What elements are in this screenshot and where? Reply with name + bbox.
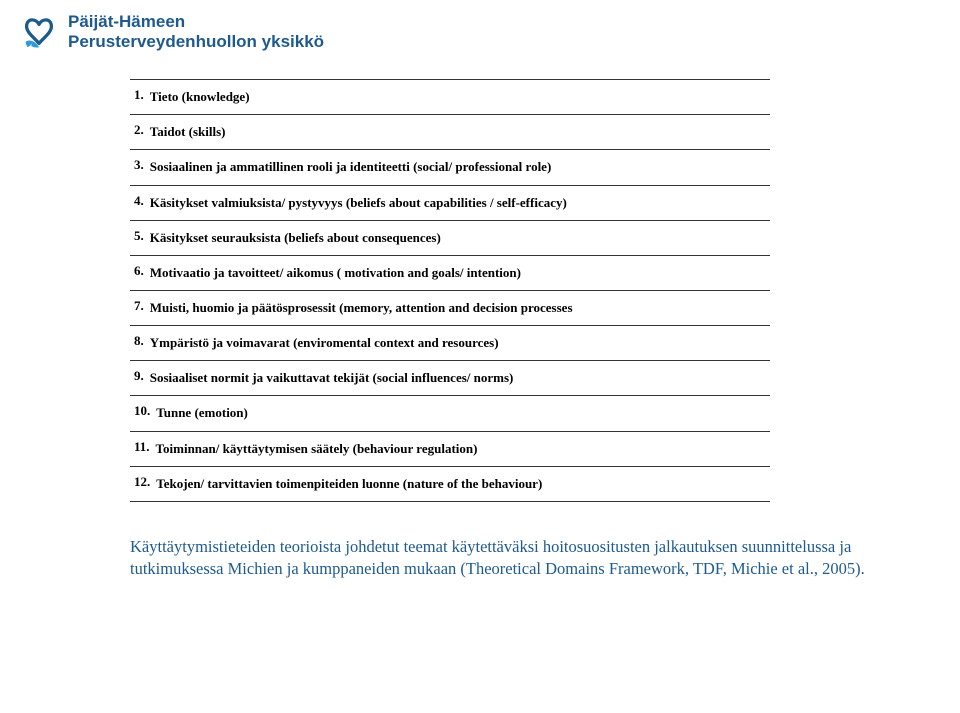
list-item-text: Motivaatio ja tavoitteet/ aikomus ( moti… — [150, 263, 561, 283]
list-item-number: 9. — [134, 368, 150, 384]
list-item-number: 10. — [134, 403, 156, 419]
list-item-number: 3. — [134, 157, 150, 173]
domains-list: 1.Tieto (knowledge)2.Taidot (skills)3.So… — [130, 79, 770, 502]
list-item: 8.Ympäristö ja voimavarat (enviromental … — [130, 326, 770, 361]
list-item: 5.Käsitykset seurauksista (beliefs about… — [130, 221, 770, 256]
footer-paragraph: Käyttäytymistieteiden teorioista johdetu… — [130, 536, 890, 581]
list-item: 9.Sosiaaliset normit ja vaikuttavat teki… — [130, 361, 770, 396]
page-header: Päijät-Hämeen Perusterveydenhuollon yksi… — [0, 0, 960, 59]
list-item-number: 6. — [134, 263, 150, 279]
list-item: 11.Toiminnan/ käyttäytymisen säätely (be… — [130, 432, 770, 467]
list-item-text: Sosiaaliset normit ja vaikuttavat tekijä… — [150, 368, 554, 388]
list-item-number: 7. — [134, 298, 150, 314]
header-title-line2: Perusterveydenhuollon yksikkö — [68, 32, 324, 52]
list-item-text: Ympäristö ja voimavarat (enviromental co… — [150, 333, 539, 353]
list-item-text: Taidot (skills) — [150, 122, 266, 142]
list-item: 7.Muisti, huomio ja päätösprosessit (mem… — [130, 291, 770, 326]
list-item: 10.Tunne (emotion) — [130, 396, 770, 431]
list-item-text: Käsitykset valmiuksista/ pystyvyys (beli… — [150, 193, 607, 213]
list-item: 12.Tekojen/ tarvittavien toimenpiteiden … — [130, 467, 770, 502]
list-item-text: Muisti, huomio ja päätösprosessit (memor… — [150, 298, 613, 318]
list-item: 3.Sosiaalinen ja ammatillinen rooli ja i… — [130, 150, 770, 185]
list-item-number: 2. — [134, 122, 150, 138]
list-item-number: 12. — [134, 474, 156, 490]
list-item: 4.Käsitykset valmiuksista/ pystyvyys (be… — [130, 186, 770, 221]
header-title-block: Päijät-Hämeen Perusterveydenhuollon yksi… — [68, 12, 324, 51]
list-item-text: Käsitykset seurauksista (beliefs about c… — [150, 228, 481, 248]
list-item-text: Tieto (knowledge) — [150, 87, 290, 107]
list-item-text: Tunne (emotion) — [156, 403, 288, 423]
page-content: 1.Tieto (knowledge)2.Taidot (skills)3.So… — [0, 59, 960, 580]
list-item-text: Toiminnan/ käyttäytymisen säätely (behav… — [156, 439, 518, 459]
list-item: 6.Motivaatio ja tavoitteet/ aikomus ( mo… — [130, 256, 770, 291]
list-item-number: 5. — [134, 228, 150, 244]
list-item-text: Tekojen/ tarvittavien toimenpiteiden luo… — [156, 474, 582, 494]
heart-ribbon-logo-icon — [20, 13, 58, 51]
header-title-line1: Päijät-Hämeen — [68, 12, 324, 32]
list-item-number: 4. — [134, 193, 150, 209]
list-item-number: 1. — [134, 87, 150, 103]
list-item-number: 8. — [134, 333, 150, 349]
list-item-text: Sosiaalinen ja ammatillinen rooli ja ide… — [150, 157, 592, 177]
list-item-number: 11. — [134, 439, 156, 455]
list-item: 2.Taidot (skills) — [130, 115, 770, 150]
list-item: 1.Tieto (knowledge) — [130, 79, 770, 115]
